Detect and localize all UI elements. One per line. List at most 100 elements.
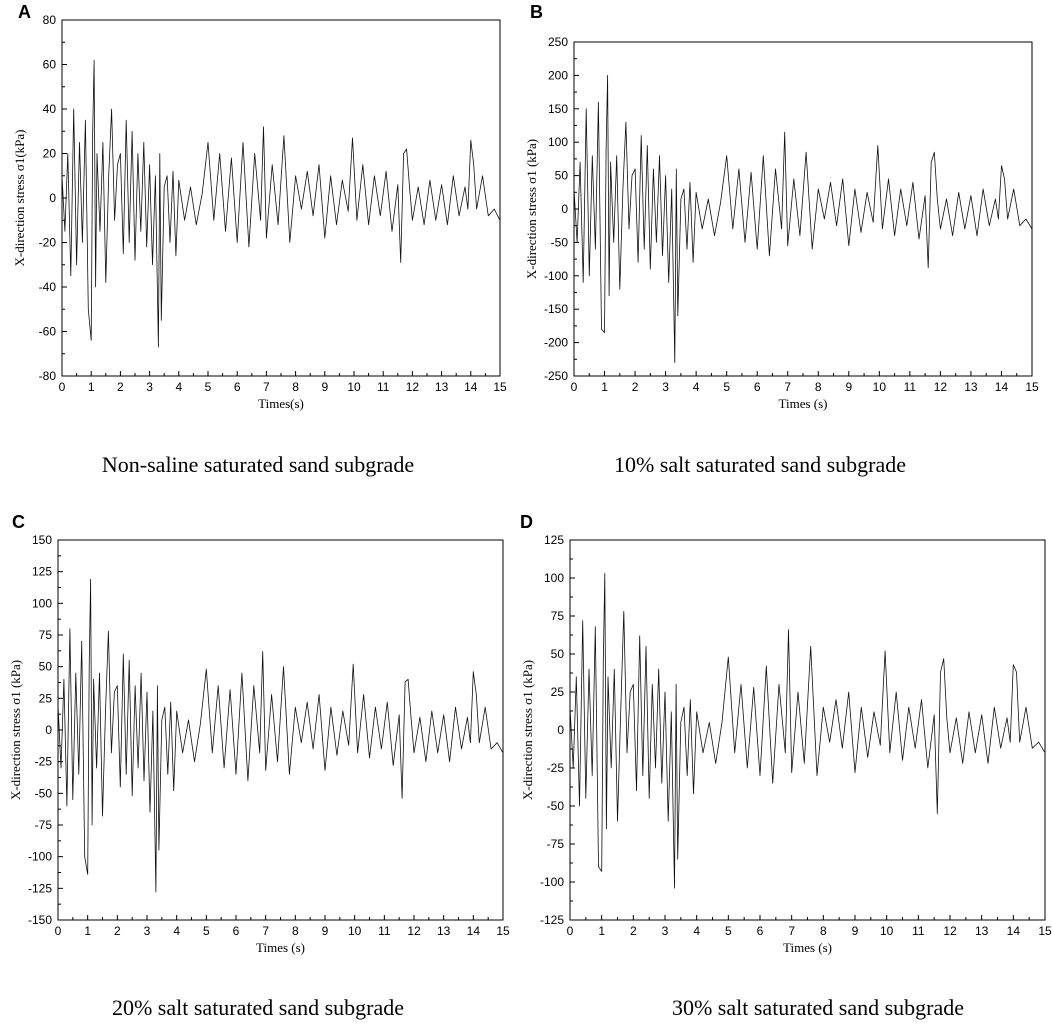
panel-caption: 10% salt saturated sand subgrade <box>614 452 906 477</box>
x-tick-label: 7 <box>788 924 795 938</box>
y-axis-label: X-direction stress σ1(kPa) <box>12 130 27 267</box>
x-tick-label: 1 <box>88 380 95 394</box>
x-tick-label: 2 <box>114 924 121 938</box>
x-tick-label: 14 <box>464 380 478 394</box>
stress-series-line <box>61 59 501 348</box>
y-tick-label: -100 <box>544 269 568 283</box>
x-tick-label: 13 <box>975 924 989 938</box>
x-tick-label: 6 <box>234 380 241 394</box>
x-tick-label: 11 <box>378 924 391 938</box>
x-tick-label: 5 <box>203 924 210 938</box>
y-tick-label: 0 <box>557 723 564 737</box>
x-tick-label: 13 <box>435 380 449 394</box>
y-tick-label: -25 <box>547 761 565 775</box>
x-tick-label: 7 <box>784 380 791 394</box>
x-tick-label: 1 <box>601 380 608 394</box>
y-tick-label: -40 <box>39 280 57 294</box>
x-axis-label: Times (s) <box>256 940 305 955</box>
y-tick-label: -200 <box>544 336 568 350</box>
y-tick-label: 250 <box>548 35 568 49</box>
y-tick-label: -125 <box>540 913 564 927</box>
panel-caption: 20% salt saturated sand subgrade <box>112 995 404 1020</box>
y-tick-label: -75 <box>547 837 565 851</box>
x-axis-label: Times(s) <box>258 396 304 411</box>
x-tick-label: 1 <box>84 924 91 938</box>
x-tick-label: 7 <box>263 380 270 394</box>
x-tick-label: 3 <box>146 380 153 394</box>
y-tick-label: 25 <box>39 691 53 705</box>
x-tick-label: 8 <box>820 924 827 938</box>
x-tick-label: 4 <box>173 924 180 938</box>
x-tick-label: 3 <box>144 924 151 938</box>
x-tick-label: 10 <box>880 924 894 938</box>
x-tick-label: 10 <box>348 924 362 938</box>
y-tick-label: -125 <box>28 881 52 895</box>
x-tick-label: 6 <box>757 924 764 938</box>
x-tick-label: 13 <box>964 380 978 394</box>
y-tick-label: -75 <box>35 818 53 832</box>
y-tick-label: -100 <box>28 850 52 864</box>
y-tick-label: 25 <box>551 685 565 699</box>
y-tick-label: 40 <box>43 102 57 116</box>
x-tick-label: 1 <box>598 924 605 938</box>
x-tick-label: 0 <box>567 924 574 938</box>
y-tick-label: 75 <box>551 609 565 623</box>
x-tick-label: 14 <box>995 380 1009 394</box>
x-tick-label: 4 <box>693 924 700 938</box>
y-tick-label: -50 <box>551 235 569 249</box>
plot-frame <box>573 41 1033 377</box>
y-tick-label: -60 <box>39 325 57 339</box>
x-tick-label: 9 <box>852 924 859 938</box>
panel-letter: C <box>12 512 25 532</box>
x-tick-label: 15 <box>1038 924 1052 938</box>
x-tick-label: 14 <box>467 924 481 938</box>
y-axis-label: X-direction stress σ1 (kPa) <box>524 139 539 279</box>
x-tick-label: 7 <box>262 924 269 938</box>
x-tick-label: 4 <box>693 380 700 394</box>
x-tick-label: 5 <box>725 924 732 938</box>
y-tick-label: 0 <box>45 723 52 737</box>
y-tick-label: 200 <box>548 68 568 82</box>
y-tick-label: -250 <box>544 369 568 383</box>
x-tick-label: 3 <box>662 380 669 394</box>
stress-series-line <box>573 75 1033 364</box>
stress-series-line <box>57 578 504 893</box>
x-tick-label: 9 <box>845 380 852 394</box>
x-tick-label: 8 <box>815 380 822 394</box>
y-tick-label: -100 <box>540 875 564 889</box>
y-tick-label: 100 <box>32 596 52 610</box>
y-tick-label: -80 <box>39 369 57 383</box>
x-tick-label: 15 <box>493 380 507 394</box>
x-tick-label: 5 <box>205 380 212 394</box>
y-axis-label: X-direction stress σ1 (kPa) <box>520 660 535 800</box>
y-tick-label: -25 <box>35 755 53 769</box>
x-tick-label: 12 <box>406 380 420 394</box>
y-tick-label: 150 <box>32 533 52 547</box>
y-tick-label: 50 <box>39 660 53 674</box>
panel-letter: B <box>530 2 543 22</box>
y-tick-label: 125 <box>32 565 52 579</box>
y-tick-label: 0 <box>49 191 56 205</box>
x-tick-label: 12 <box>943 924 957 938</box>
x-tick-label: 11 <box>904 380 917 394</box>
x-tick-label: 2 <box>117 380 124 394</box>
x-tick-label: 12 <box>934 380 948 394</box>
x-tick-label: 8 <box>292 924 299 938</box>
x-tick-label: 6 <box>754 380 761 394</box>
x-tick-label: 6 <box>233 924 240 938</box>
y-tick-label: 50 <box>551 647 565 661</box>
panel-caption: Non-saline saturated sand subgrade <box>102 452 414 477</box>
y-tick-label: -150 <box>28 913 52 927</box>
y-tick-label: -50 <box>547 799 565 813</box>
y-tick-label: 20 <box>43 147 57 161</box>
y-tick-label: 75 <box>39 628 53 642</box>
stress-series-line <box>569 573 1046 889</box>
plot-frame <box>569 539 1046 921</box>
x-tick-label: 2 <box>632 380 639 394</box>
plot-frame <box>61 19 501 377</box>
x-tick-label: 13 <box>437 924 451 938</box>
